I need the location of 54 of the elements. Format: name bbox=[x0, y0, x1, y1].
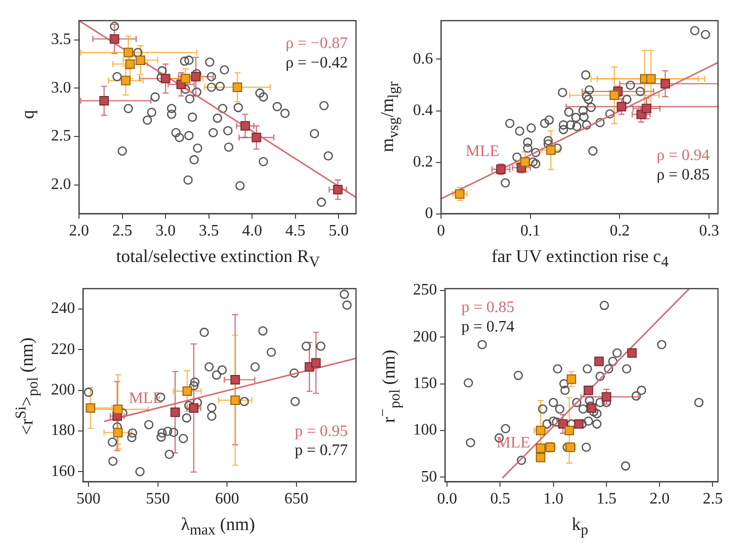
x-tick-label: 0.0 bbox=[437, 490, 458, 508]
annotation: ρ = −0.87 bbox=[286, 34, 348, 52]
annotation: MLE bbox=[496, 434, 530, 452]
x-tick-label: 0.5 bbox=[490, 490, 510, 508]
y-tick-label: 3.5 bbox=[51, 31, 71, 48]
annotation: ρ = 0.85 bbox=[656, 166, 710, 184]
x-tick-label: 600 bbox=[215, 490, 240, 508]
x-tick-label: 1.0 bbox=[543, 490, 564, 508]
x-tick-label: 0.2 bbox=[610, 222, 630, 240]
annotation: p = 0.95 bbox=[294, 422, 348, 440]
annotation: p = 0.85 bbox=[461, 299, 514, 316]
x-tick-label: 550 bbox=[146, 490, 170, 508]
annotation: MLE bbox=[128, 390, 163, 407]
y-tick-label: 0.2 bbox=[413, 153, 433, 170]
y-tick-label: 200 bbox=[51, 381, 75, 398]
annotation: MLE bbox=[466, 143, 500, 160]
x-tick-label: 0.1 bbox=[520, 222, 540, 240]
y-tick-label: 50 bbox=[421, 468, 437, 486]
x-axis-title: k$_{p}$ bbox=[570, 514, 590, 540]
annotation: p = 0.77 bbox=[294, 442, 348, 460]
x-tick-label: 4.5 bbox=[285, 222, 306, 240]
y-tick-label: 0.6 bbox=[413, 50, 433, 68]
y-tick-label: 180 bbox=[51, 422, 75, 440]
y-tick-label: 240 bbox=[51, 300, 75, 318]
x-axis-title: total/selective extinction R$_{V}$ bbox=[115, 246, 321, 272]
x-tick-label: 5.0 bbox=[328, 222, 349, 240]
y-axis-title: q bbox=[18, 109, 38, 121]
x-tick-label: 3.0 bbox=[156, 222, 176, 240]
x-axis-title: far UV extinction rise c$_{4}$ bbox=[490, 246, 670, 272]
x-tick-label: 1.5 bbox=[596, 490, 616, 508]
y-tick-label: 2.5 bbox=[51, 128, 71, 145]
y-tick-label: 0.4 bbox=[413, 102, 433, 119]
y-tick-label: 160 bbox=[51, 462, 75, 480]
x-tick-label: 2.5 bbox=[112, 222, 132, 240]
y-tick-label: 100 bbox=[413, 422, 437, 439]
y-tick-label: 220 bbox=[51, 340, 75, 358]
y-tick-label: 150 bbox=[413, 375, 437, 392]
y-tick-label: 200 bbox=[413, 328, 437, 346]
x-tick-label: 2.0 bbox=[69, 222, 89, 240]
x-tick-label: 0.3 bbox=[699, 222, 720, 240]
x-tick-label: 2.0 bbox=[650, 490, 670, 508]
y-tick-label: 3.0 bbox=[51, 79, 71, 96]
annotation: p = 0.74 bbox=[461, 318, 514, 336]
x-tick-label: 650 bbox=[284, 490, 308, 508]
y-tick-label: 0 bbox=[425, 205, 433, 222]
x-tick-label: 3.5 bbox=[198, 222, 219, 240]
x-axis-title: λ$_{max}$ (nm) bbox=[180, 514, 256, 540]
annotation: ρ = −0.42 bbox=[286, 54, 348, 72]
x-tick-label: 4.0 bbox=[242, 222, 262, 240]
y-tick-label: 250 bbox=[413, 282, 437, 299]
y-tick-label: 2.0 bbox=[51, 176, 71, 194]
x-tick-label: 500 bbox=[76, 490, 101, 508]
annotation: ρ = 0.94 bbox=[656, 147, 710, 164]
x-tick-label: 2.5 bbox=[702, 490, 723, 508]
